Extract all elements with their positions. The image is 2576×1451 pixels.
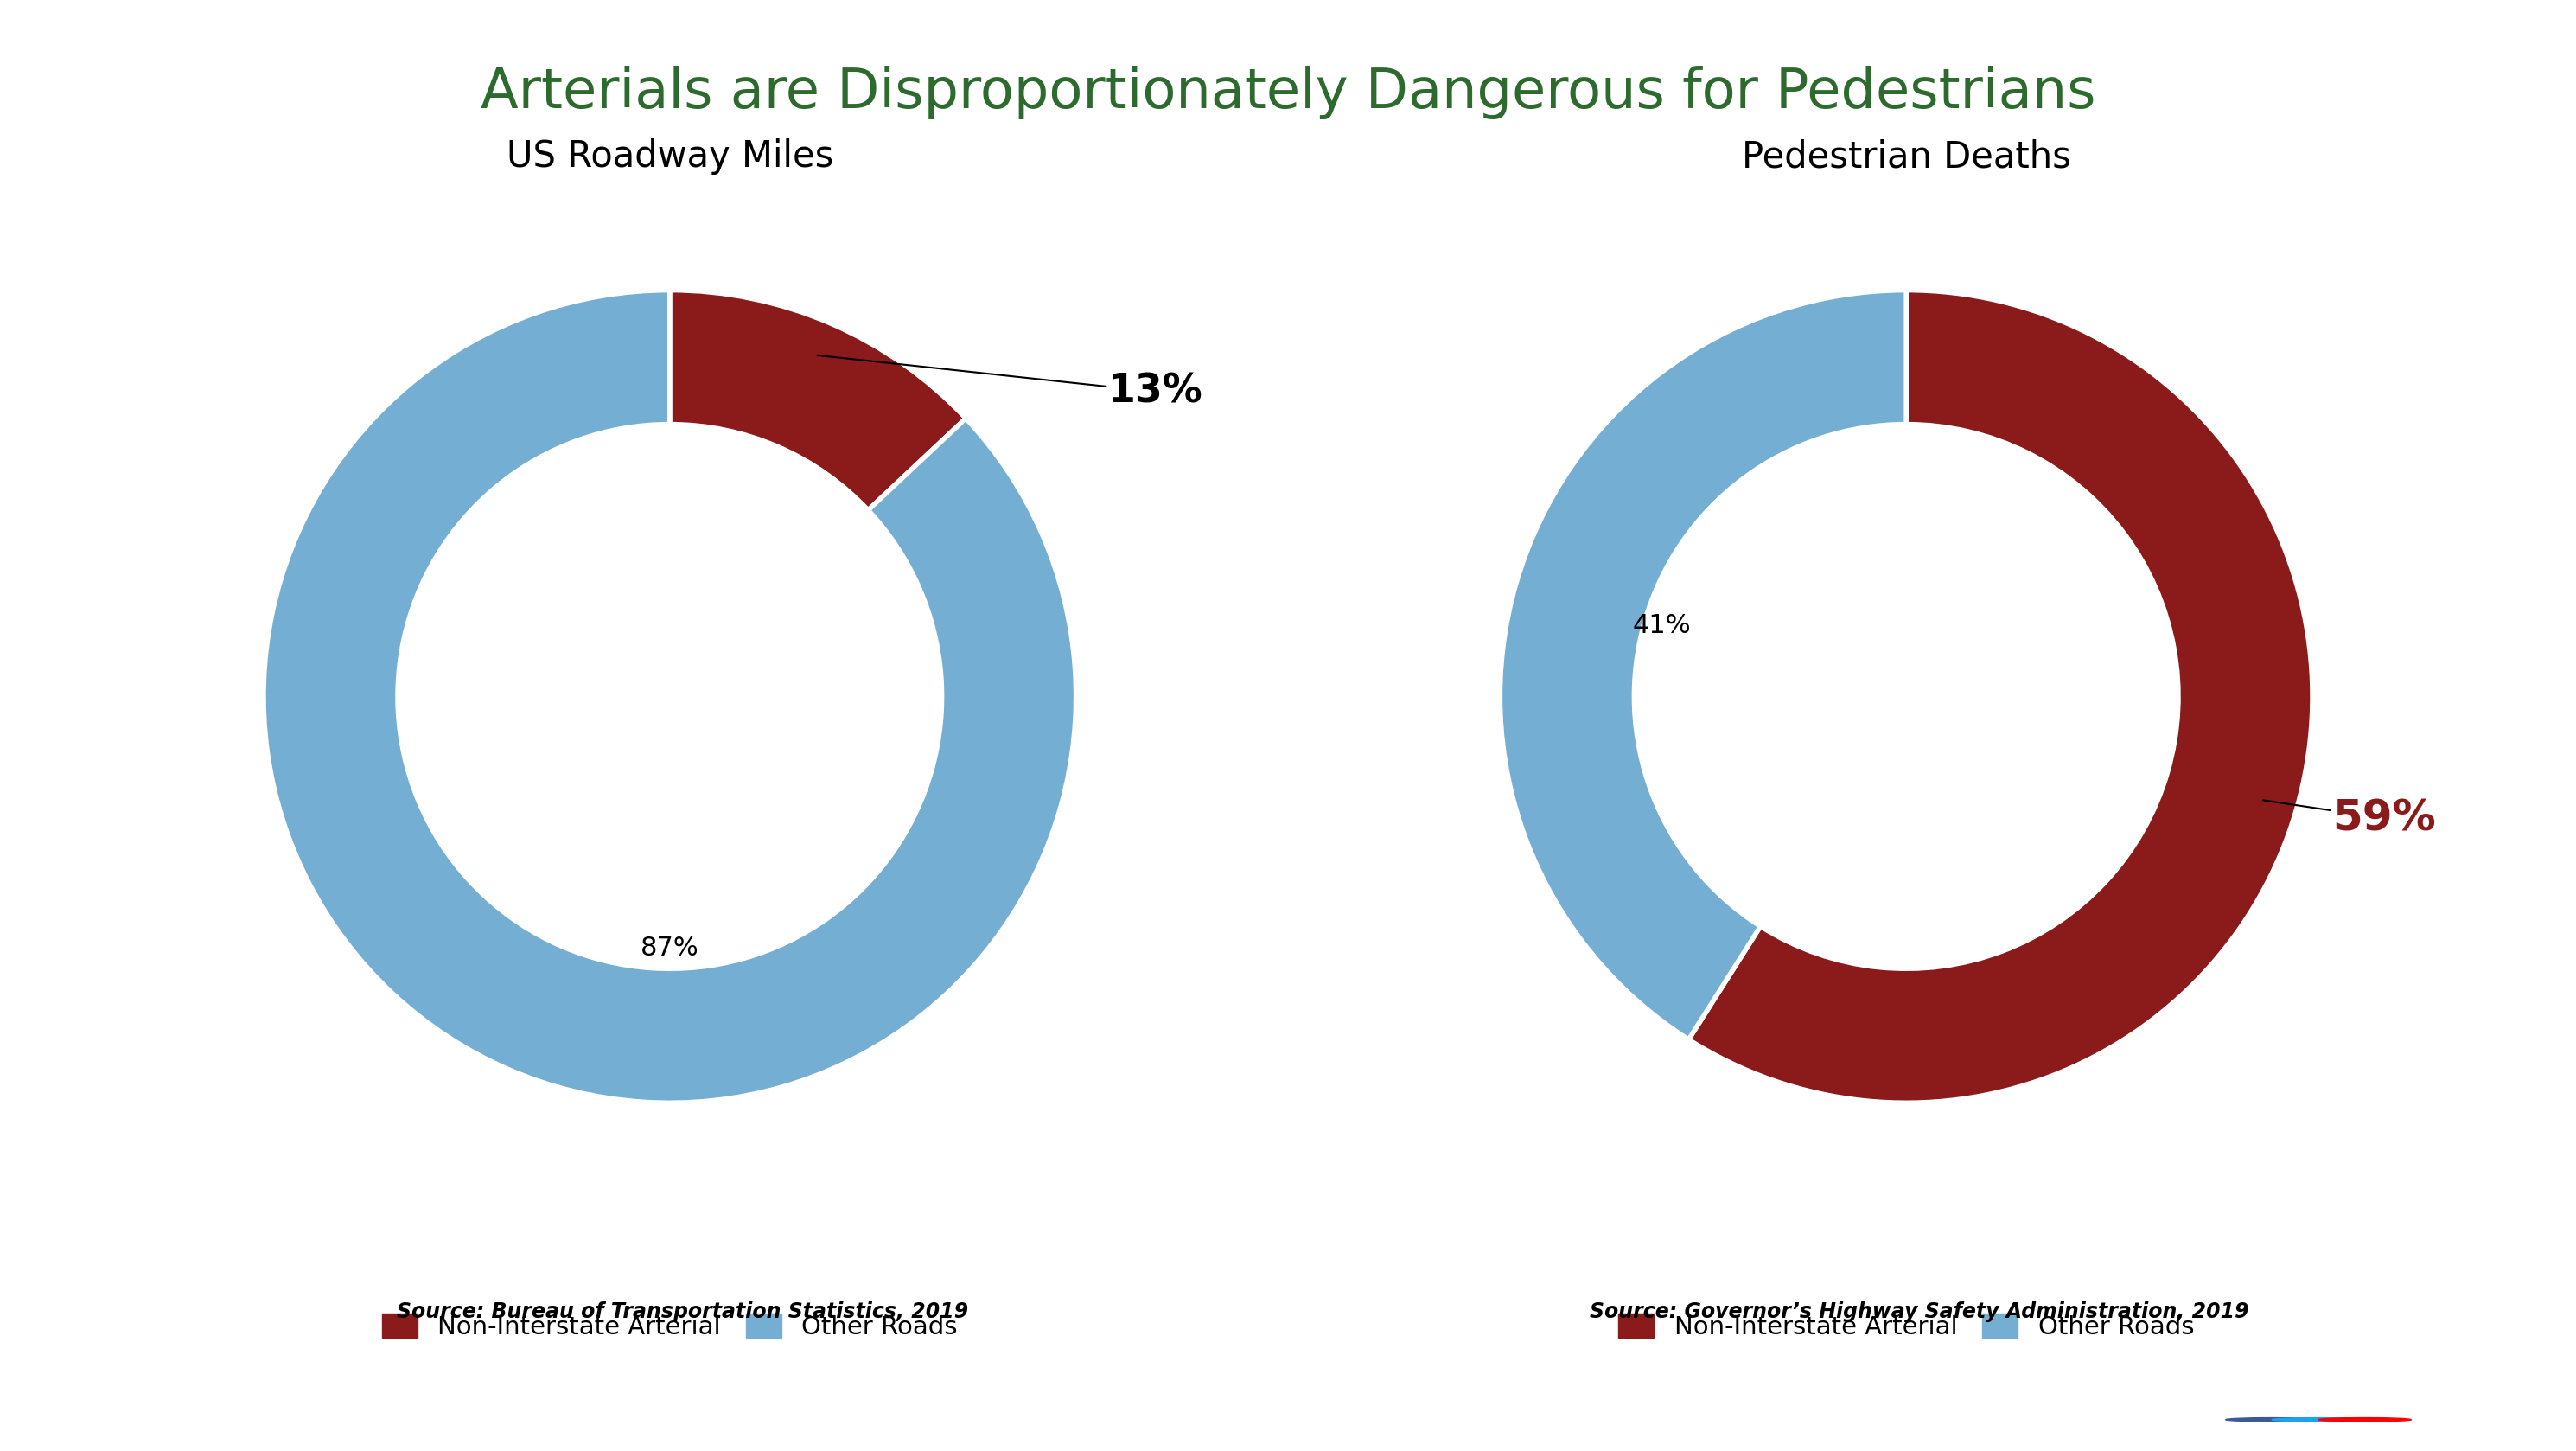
Wedge shape — [263, 290, 1077, 1103]
Wedge shape — [1499, 290, 1906, 1039]
Circle shape — [2226, 1418, 2318, 1422]
Text: Source: Bureau of Transportation Statistics, 2019: Source: Bureau of Transportation Statist… — [397, 1302, 969, 1322]
Text: 59%: 59% — [2264, 798, 2437, 839]
Text: 87%: 87% — [641, 936, 698, 961]
Title: Pedestrian Deaths: Pedestrian Deaths — [1741, 138, 2071, 174]
Text: @pedbikeinfo: @pedbikeinfo — [2401, 1407, 2566, 1432]
Text: June 15, 2021: June 15, 2021 — [108, 1384, 283, 1409]
Text: 6: 6 — [31, 1383, 52, 1410]
Wedge shape — [1690, 290, 2313, 1103]
Legend: Non-Interstate Arterial, Other Roads: Non-Interstate Arterial, Other Roads — [371, 1303, 969, 1349]
Text: 13%: 13% — [817, 355, 1203, 411]
Circle shape — [2272, 1418, 2365, 1422]
Text: pedbikeinfo.org: pedbikeinfo.org — [2285, 1362, 2537, 1393]
Wedge shape — [670, 290, 966, 511]
Legend: Non-Interstate Arterial, Other Roads: Non-Interstate Arterial, Other Roads — [1607, 1303, 2205, 1349]
Circle shape — [2318, 1418, 2411, 1422]
Text: Arterials are Disproportionately Dangerous for Pedestrians: Arterials are Disproportionately Dangero… — [479, 65, 2097, 119]
Text: 41%: 41% — [1633, 612, 1692, 638]
Text: Source: Governor’s Highway Safety Administration, 2019: Source: Governor’s Highway Safety Admini… — [1589, 1302, 2249, 1322]
Title: US Roadway Miles: US Roadway Miles — [507, 138, 832, 174]
